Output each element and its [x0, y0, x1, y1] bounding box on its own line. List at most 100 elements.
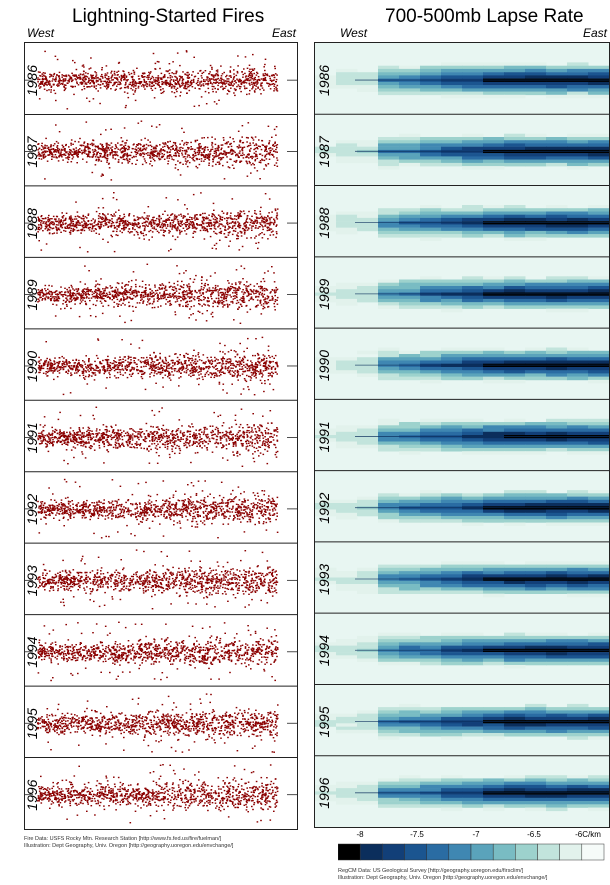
fire-point [186, 220, 189, 222]
fire-point [199, 149, 201, 152]
fire-point [41, 78, 44, 81]
fire-point [264, 367, 267, 370]
fire-point [254, 160, 256, 162]
fire-point [182, 156, 185, 158]
fire-point [223, 151, 226, 153]
fire-point [205, 79, 207, 81]
fire-point [40, 145, 43, 147]
fire-point [166, 155, 169, 158]
fire-point [217, 84, 219, 87]
fire-point [215, 233, 218, 235]
fire-point [132, 290, 135, 292]
fire-point [230, 76, 232, 78]
fire-point [209, 71, 211, 73]
fire-point [268, 148, 270, 150]
fire-point [70, 153, 72, 155]
fire-point [113, 301, 116, 303]
fire-point [115, 292, 118, 295]
fire-point [81, 81, 84, 84]
fire-point [124, 222, 126, 224]
fire-point [260, 85, 263, 87]
fire-point [245, 87, 248, 89]
fire-point [115, 154, 117, 156]
fire-point [106, 294, 109, 296]
fire-point [188, 224, 191, 226]
fire-point [186, 81, 188, 83]
fire-point [95, 295, 97, 297]
fire-point [192, 71, 194, 73]
fire-point [272, 79, 274, 82]
fire-point [265, 165, 268, 167]
fire-point [193, 105, 196, 107]
fire-point [271, 375, 273, 378]
fire-point [218, 225, 220, 227]
fire-point [132, 227, 134, 229]
fire-point [152, 154, 154, 156]
fire-point [261, 221, 263, 223]
fire-point [73, 289, 76, 291]
fire-point [260, 206, 262, 209]
fire-point [143, 228, 146, 230]
fire-point [179, 367, 181, 369]
fire-point [234, 373, 236, 375]
fire-point [54, 92, 57, 95]
fire-point [226, 220, 228, 222]
fire-point [226, 289, 229, 291]
fire-point [248, 153, 250, 155]
fire-point [199, 292, 201, 294]
fire-point [41, 73, 43, 75]
fire-point [187, 368, 189, 371]
fire-point [245, 218, 248, 220]
fire-point [75, 201, 77, 203]
fire-point [133, 84, 135, 86]
fire-point [179, 285, 182, 287]
fire-point [45, 243, 48, 245]
fire-point [65, 297, 67, 299]
fire-point [238, 152, 240, 154]
fire-point [176, 52, 179, 54]
fire-point [124, 148, 126, 151]
fire-point [136, 295, 138, 297]
fire-point [64, 75, 67, 77]
fire-point [169, 83, 171, 86]
fire-point [259, 226, 261, 228]
fire-point [247, 285, 250, 287]
fire-point [150, 219, 153, 221]
fire-point [44, 284, 47, 287]
fire-point [227, 234, 230, 236]
fire-point [72, 288, 74, 290]
fire-point [272, 388, 275, 391]
fire-point [202, 378, 204, 381]
fire-point [196, 81, 199, 83]
fire-point [201, 227, 204, 229]
fire-point [253, 394, 256, 396]
fire-point [250, 147, 252, 150]
fire-point [119, 83, 122, 85]
fire-point [274, 299, 277, 301]
fire-point [82, 64, 85, 66]
fire-point [171, 145, 173, 148]
fire-point [76, 292, 78, 295]
fire-point [259, 161, 262, 164]
fire-point [76, 155, 79, 157]
fire-point [191, 82, 193, 84]
fire-point [121, 361, 123, 363]
fire-point [69, 151, 71, 154]
fire-point [121, 162, 123, 164]
fire-point [169, 302, 172, 305]
fire-point [42, 155, 45, 157]
fire-point [102, 213, 104, 215]
fire-point [220, 291, 223, 294]
fire-point [208, 300, 210, 302]
fire-point [42, 151, 44, 153]
fire-point [175, 295, 177, 297]
fire-point [114, 81, 117, 83]
fire-point [237, 156, 240, 158]
fire-point [173, 92, 176, 94]
fire-point [226, 221, 229, 224]
fire-point [160, 294, 162, 297]
fire-point [165, 227, 168, 229]
fire-point [118, 300, 121, 302]
fire-point [113, 297, 115, 299]
fire-point [257, 87, 259, 89]
